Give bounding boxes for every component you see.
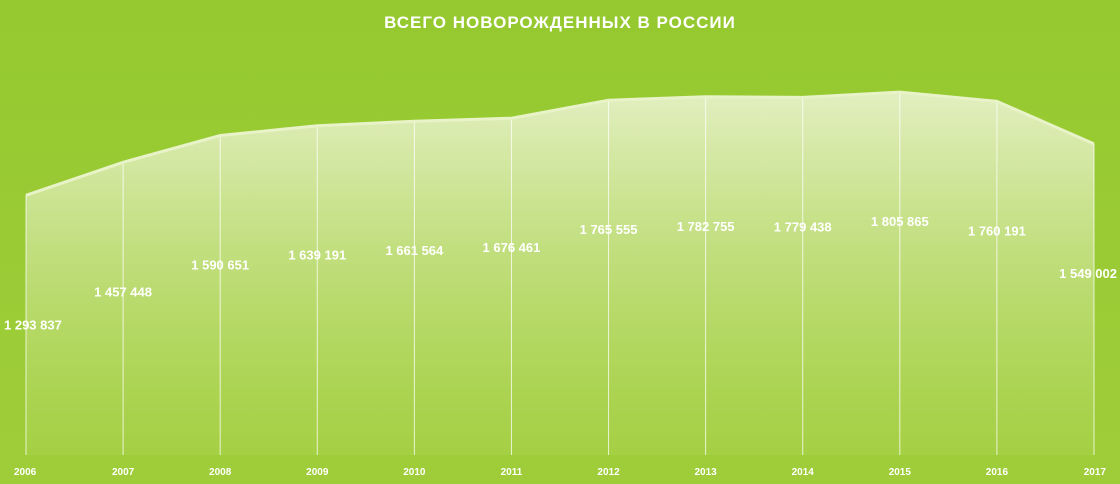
x-tick-label-2015: 2015 [889, 467, 912, 478]
data-label-2015: 1 805 865 [871, 214, 929, 229]
data-label-2014: 1 779 438 [774, 219, 832, 234]
data-label-2013: 1 782 755 [677, 219, 735, 234]
x-tick-label-2012: 2012 [597, 467, 620, 478]
data-label-2012: 1 765 555 [580, 222, 638, 237]
data-label-2007: 1 457 448 [94, 284, 152, 299]
data-label-2017: 1 549 002 [1059, 266, 1117, 281]
data-label-2010: 1 661 564 [385, 243, 444, 258]
x-tick-label-2006: 2006 [14, 467, 37, 478]
x-tick-label-2007: 2007 [112, 467, 135, 478]
x-tick-label-2014: 2014 [792, 467, 815, 478]
series-line [25, 90, 1095, 197]
x-tick-label-2008: 2008 [209, 467, 232, 478]
x-tick-label-2013: 2013 [695, 467, 718, 478]
x-tick-label-2009: 2009 [306, 467, 329, 478]
area-fill [26, 92, 1094, 455]
data-label-2008: 1 590 651 [191, 258, 249, 273]
data-label-2016: 1 760 191 [968, 223, 1026, 238]
data-label-2006: 1 293 837 [4, 317, 62, 332]
x-tick-label-2017: 2017 [1084, 467, 1107, 478]
x-tick-label-2011: 2011 [501, 467, 523, 478]
x-tick-label-2016: 2016 [986, 467, 1009, 478]
x-tick-label-2010: 2010 [403, 467, 426, 478]
data-label-2011: 1 676 461 [483, 240, 541, 255]
data-label-2009: 1 639 191 [288, 248, 346, 263]
chart-title: ВСЕГО НОВОРОЖДЕННЫХ В РОССИИ [384, 13, 736, 32]
